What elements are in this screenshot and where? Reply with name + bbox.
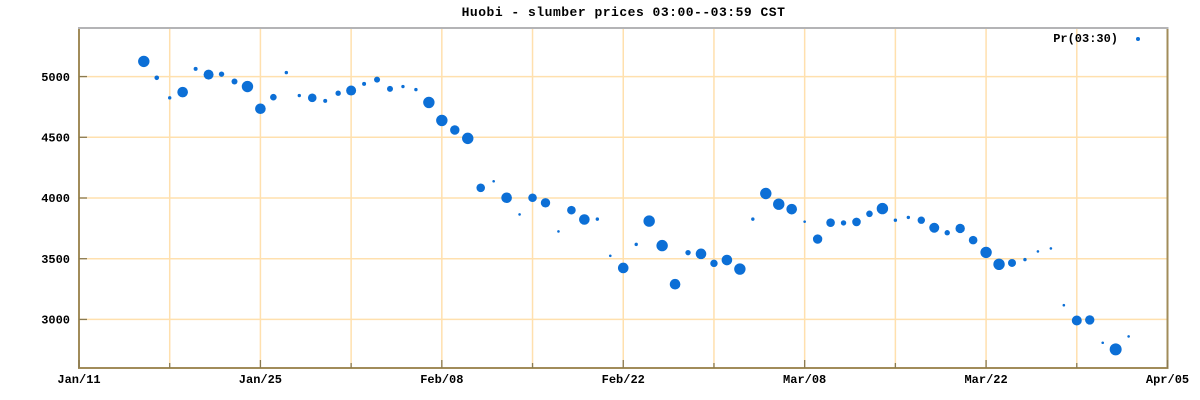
data-point xyxy=(608,254,612,258)
data-point xyxy=(241,80,254,93)
data-point xyxy=(203,69,214,80)
data-point xyxy=(436,114,448,127)
data-point xyxy=(138,55,150,68)
x-tick-label: Jan/25 xyxy=(239,373,282,387)
y-tick-label: 3000 xyxy=(41,314,70,328)
data-point xyxy=(193,66,198,71)
y-tick-label: 5000 xyxy=(41,71,70,85)
data-point xyxy=(760,187,772,200)
data-point xyxy=(917,216,925,224)
data-point xyxy=(634,242,638,247)
data-point xyxy=(307,93,317,103)
x-tick-label: Feb/22 xyxy=(602,373,645,387)
data-point xyxy=(1101,341,1105,345)
data-point xyxy=(270,93,277,101)
data-point xyxy=(387,85,393,92)
data-point xyxy=(374,76,381,83)
legend-marker-dot-icon xyxy=(1136,37,1140,41)
x-tick-label: Apr/05 xyxy=(1146,373,1189,387)
data-point xyxy=(335,90,341,96)
data-point xyxy=(450,125,460,135)
x-tick-label: Feb/08 xyxy=(420,373,463,387)
data-point xyxy=(826,218,835,227)
data-point xyxy=(154,75,160,81)
data-point xyxy=(492,179,495,183)
data-point xyxy=(1008,258,1016,267)
data-point xyxy=(401,84,405,89)
data-point xyxy=(1071,315,1082,326)
data-point xyxy=(540,198,551,208)
data-point xyxy=(231,78,238,85)
y-tick-label: 3500 xyxy=(41,253,70,267)
data-point xyxy=(1127,335,1130,338)
data-point xyxy=(255,103,266,115)
data-point xyxy=(866,210,873,218)
data-point xyxy=(773,198,785,210)
data-point xyxy=(284,70,289,75)
data-point xyxy=(1036,250,1040,253)
data-point xyxy=(840,220,847,226)
data-point xyxy=(695,248,707,260)
data-point xyxy=(462,132,474,145)
data-point xyxy=(414,87,418,92)
data-point xyxy=(579,214,590,225)
x-tick-label: Mar/22 xyxy=(964,373,1007,387)
data-point xyxy=(944,230,950,236)
data-point xyxy=(751,217,755,221)
data-point xyxy=(528,193,537,203)
data-point xyxy=(1085,315,1095,325)
data-point xyxy=(218,71,225,77)
data-point xyxy=(595,217,600,221)
y-tick-label: 4500 xyxy=(41,131,70,145)
data-point xyxy=(297,93,301,98)
data-point xyxy=(734,263,746,275)
data-point xyxy=(323,98,328,103)
data-point xyxy=(812,234,823,244)
data-point xyxy=(906,215,911,220)
data-point xyxy=(721,254,733,266)
data-point xyxy=(669,278,681,290)
data-point xyxy=(980,246,992,259)
data-point xyxy=(876,202,889,215)
data-point xyxy=(786,203,798,215)
data-point xyxy=(643,215,655,227)
data-point xyxy=(501,192,512,204)
legend: Pr(03:30) xyxy=(1053,32,1140,46)
data-point xyxy=(803,220,806,223)
data-point xyxy=(567,205,576,215)
data-point xyxy=(177,86,188,98)
data-point xyxy=(423,96,435,109)
data-point xyxy=(557,230,560,233)
data-point xyxy=(852,217,861,227)
x-tick-label: Jan/11 xyxy=(57,373,100,387)
data-point xyxy=(656,239,668,252)
data-point xyxy=(1109,343,1122,356)
data-point xyxy=(362,81,367,86)
data-point xyxy=(476,183,486,193)
y-tick-label: 4000 xyxy=(41,192,70,206)
data-point xyxy=(1062,303,1066,307)
data-point xyxy=(346,85,357,96)
data-point xyxy=(1023,257,1027,262)
data-point xyxy=(1049,247,1053,250)
data-point xyxy=(617,262,629,274)
chart-title: Huobi - slumber prices 03:00--03:59 CST xyxy=(461,5,786,20)
data-point xyxy=(893,218,898,222)
data-point xyxy=(968,235,978,245)
data-point xyxy=(710,259,718,268)
data-point xyxy=(518,213,521,216)
data-point xyxy=(685,249,691,256)
data-point xyxy=(168,96,172,100)
data-point xyxy=(929,222,940,233)
data-point xyxy=(955,223,965,234)
data-point xyxy=(993,258,1005,270)
x-tick-label: Mar/08 xyxy=(783,373,826,387)
legend-series-label: Pr(03:30) xyxy=(1053,32,1118,46)
